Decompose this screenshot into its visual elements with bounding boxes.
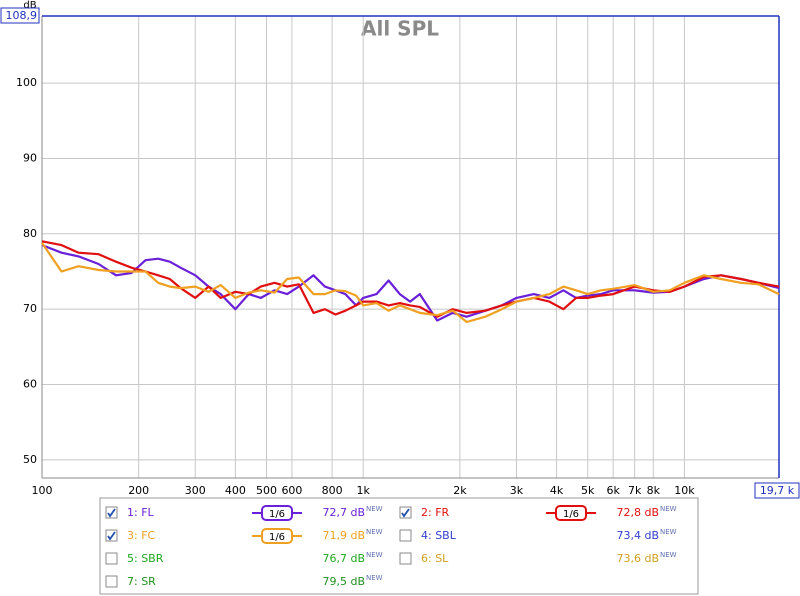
level-value: 72,8 dB — [616, 506, 659, 519]
legend-label: 4: SBL — [421, 529, 457, 542]
level-badge: NEW — [660, 528, 677, 536]
y-tick-label: 90 — [23, 151, 37, 164]
chart-title: All SPL — [361, 17, 439, 41]
x-tick-label: 1k — [357, 484, 371, 497]
level-value: 76,7 dB — [322, 552, 365, 565]
y-tick-label: 108,9 — [6, 9, 38, 22]
smoothing-button[interactable] — [261, 505, 293, 521]
legend-label: 2: FR — [421, 506, 450, 519]
x-tick-label: 7k — [628, 484, 642, 497]
legend-panel — [99, 497, 699, 595]
x-tick-label: 8k — [647, 484, 661, 497]
legend-label: 7: SR — [127, 575, 156, 588]
level-value: 73,4 dB — [616, 529, 659, 542]
level-value: 71,9 dB — [322, 529, 365, 542]
y-tick-label: 50 — [23, 453, 37, 466]
level-value: 79,5 dB — [322, 575, 365, 588]
x-tick-label: 800 — [322, 484, 343, 497]
y-axis-label: dB — [23, 0, 36, 11]
smoothing-button[interactable] — [555, 505, 587, 521]
legend-label: 6: SL — [421, 552, 449, 565]
y-tick-label: 80 — [23, 227, 37, 240]
checkbox[interactable] — [399, 529, 412, 542]
checkmark — [107, 531, 116, 541]
smoothing-label: 1/6 — [563, 509, 579, 520]
smoothing-label: 1/6 — [269, 509, 285, 520]
smoothing-button[interactable] — [261, 528, 293, 544]
x-tick-label: 10k — [674, 484, 695, 497]
x-tick-label: 2k — [453, 484, 467, 497]
x-tick-label: 19,7 k — [760, 484, 795, 497]
x-tick-label: 400 — [225, 484, 246, 497]
checkmark — [107, 508, 116, 518]
x-tick-label: 200 — [128, 484, 149, 497]
series-line — [41, 240, 780, 318]
x-tick-label: 3k — [510, 484, 524, 497]
smoothing-label: 1/6 — [269, 532, 285, 543]
checkbox[interactable] — [399, 552, 412, 565]
x-tick-label: 4k — [550, 484, 564, 497]
x-tick-label: 300 — [185, 484, 206, 497]
level-badge: NEW — [366, 505, 383, 513]
level-badge: NEW — [660, 551, 677, 559]
checkmark — [401, 508, 410, 518]
level-value: 72,7 dB — [322, 506, 365, 519]
y-tick-label: 100 — [16, 76, 37, 89]
y-tick-label: 60 — [23, 378, 37, 391]
level-badge: NEW — [366, 528, 383, 536]
series-line — [41, 242, 780, 324]
legend-label: 3: FC — [127, 529, 156, 542]
y-tick-label: 70 — [23, 302, 37, 315]
x-limit-box — [754, 482, 800, 499]
x-tick-label: 600 — [281, 484, 302, 497]
level-badge: NEW — [660, 505, 677, 513]
level-badge: NEW — [366, 574, 383, 582]
legend-label: 1: FL — [127, 506, 155, 519]
checkbox[interactable] — [105, 575, 118, 588]
level-value: 73,6 dB — [616, 552, 659, 565]
checkbox[interactable] — [105, 552, 118, 565]
x-tick-label: 500 — [256, 484, 277, 497]
x-tick-label: 5k — [581, 484, 595, 497]
legend-label: 5: SBR — [127, 552, 164, 565]
x-tick-label: 100 — [32, 484, 53, 497]
x-tick-label: 6k — [606, 484, 620, 497]
level-badge: NEW — [366, 551, 383, 559]
y-limit-box — [0, 7, 40, 24]
